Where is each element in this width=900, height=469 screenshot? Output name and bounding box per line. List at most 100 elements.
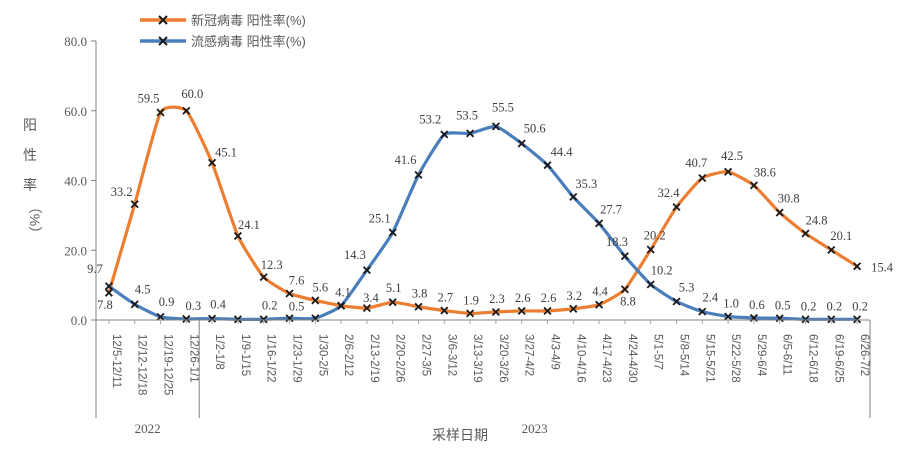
data-label-covid: 15.4 <box>871 260 894 274</box>
x-axis-category-label: 3/20-3/26 <box>497 334 509 383</box>
x-axis-category-label: 5/1-5/7 <box>652 334 664 370</box>
data-point-marker <box>672 297 681 306</box>
data-point-marker <box>259 273 268 282</box>
x-axis-category-label: 3/13-3/19 <box>471 334 483 383</box>
y-axis-title-char: 率 <box>23 177 37 193</box>
series-data-labels-flu: 9.7 4.5 0.9 0.3 0.4 0.2 0.5 14.3 25.1 41.6 53.2 53.… <box>87 100 868 313</box>
data-label-covid: 5.1 <box>386 281 402 295</box>
data-label-flu: 0.6 <box>749 298 765 312</box>
y-axis-title-char: （%） <box>27 200 43 240</box>
data-point-marker <box>104 288 113 297</box>
data-label-flu: 4.5 <box>135 282 151 296</box>
data-point-marker <box>208 314 217 323</box>
data-point-marker <box>569 304 578 313</box>
data-point-marker <box>362 266 371 275</box>
y-axis: 0.0 20.0 40.0 60.0 80.0 <box>64 34 97 328</box>
x-axis-category-label: 5/29-6/4 <box>755 334 767 377</box>
x-axis-category-label: 4/24-4/30 <box>626 334 638 383</box>
data-point-marker <box>827 315 836 324</box>
data-point-marker <box>130 300 139 309</box>
data-point-marker <box>388 298 397 307</box>
data-point-marker <box>801 315 810 324</box>
data-point-marker <box>646 280 655 289</box>
x-axis-category-label: 2/6-2/12 <box>342 334 354 376</box>
data-label-flu: 18.3 <box>606 235 628 249</box>
data-label-flu: 53.5 <box>456 108 478 122</box>
x-axis-category-label: 1/30-2/5 <box>316 334 328 376</box>
y-axis-title-char: 性 <box>23 147 37 163</box>
data-label-covid: 2.3 <box>489 292 505 306</box>
data-label-covid: 2.7 <box>437 291 453 305</box>
data-point-marker <box>311 296 320 305</box>
x-axis-category-label: 12/26-1/1 <box>187 334 199 383</box>
data-point-marker <box>208 158 217 167</box>
data-point-marker <box>362 304 371 313</box>
x-axis-category-label: 3/27-4/2 <box>523 334 535 376</box>
y-axis-title-char: 阳 <box>23 117 37 133</box>
data-point-marker <box>775 208 784 217</box>
data-point-marker <box>233 315 242 324</box>
legend-label: 新冠病毒 阳性率(%) <box>191 13 306 28</box>
data-label-covid: 59.5 <box>138 91 160 105</box>
x-axis-category-label: 2/13-2/19 <box>368 334 380 383</box>
data-point-marker <box>130 200 139 209</box>
data-label-flu: 9.7 <box>87 262 103 276</box>
data-label-flu: 5.3 <box>679 281 695 295</box>
data-point-marker <box>285 289 294 298</box>
y-axis-title: 阳性率 （%） <box>23 117 43 240</box>
series-markers-flu <box>104 122 862 324</box>
data-point-marker <box>749 181 758 190</box>
data-point-marker <box>724 312 733 321</box>
data-label-covid: 1.9 <box>463 293 479 307</box>
data-label-covid: 7.8 <box>97 298 113 312</box>
x-axis-category-label: 4/3-4/9 <box>549 334 561 370</box>
y-axis-tick-label: 0.0 <box>71 313 87 328</box>
chart-legend: 新冠病毒 阳性率(%) 流感病毒 阳性率(%) <box>140 13 306 49</box>
data-label-covid: 20.2 <box>644 229 666 243</box>
plot-area: 7.8 33.2 59.5 60.0 45.1 24.1 12.3 7.6 5.6 4.1 3.4 5… <box>87 87 894 324</box>
data-label-flu: 50.6 <box>524 122 546 136</box>
data-label-covid: 24.8 <box>806 214 828 228</box>
x-axis-category-label: 4/10-4/16 <box>574 334 586 383</box>
y-axis-tick-label: 20.0 <box>64 243 87 258</box>
data-point-marker <box>827 245 836 254</box>
data-label-covid: 7.6 <box>289 273 305 287</box>
data-label-flu: 25.1 <box>369 211 391 225</box>
data-label-covid: 42.5 <box>721 149 743 163</box>
data-point-marker <box>853 262 862 271</box>
data-point-marker <box>698 307 707 316</box>
data-point-marker <box>801 229 810 238</box>
data-point-marker <box>156 108 165 117</box>
x-axis-year-groups: 2022 2023 <box>95 320 871 436</box>
data-label-flu: 0.2 <box>801 299 817 313</box>
data-label-flu: 0.5 <box>289 299 305 313</box>
data-label-flu: 0.2 <box>826 299 842 313</box>
data-point-marker <box>182 106 191 115</box>
data-point-marker <box>672 202 681 212</box>
x-axis-category-label: 5/8-5/14 <box>678 334 690 377</box>
data-point-marker <box>388 228 397 237</box>
data-point-marker <box>620 285 629 294</box>
x-axis-category-label: 2/27-3/5 <box>420 334 432 376</box>
x-axis-category-label: 1/16-1/22 <box>265 334 277 383</box>
data-label-covid: 3.2 <box>566 289 582 303</box>
data-label-covid: 4.4 <box>592 285 608 299</box>
data-label-flu: 27.7 <box>600 202 622 216</box>
y-axis-tick-label: 80.0 <box>64 34 87 49</box>
data-label-covid: 4.1 <box>335 286 351 300</box>
data-point-marker <box>853 315 862 324</box>
x-axis-category-label: 3/6-3/12 <box>445 334 457 376</box>
data-point-marker <box>285 314 294 323</box>
data-point-marker <box>414 170 423 179</box>
data-label-covid: 45.1 <box>215 146 237 160</box>
data-point-marker <box>517 306 526 315</box>
data-label-covid: 12.3 <box>261 258 283 272</box>
x-axis-category-label: 5/15-5/21 <box>703 334 715 383</box>
data-point-marker <box>698 174 707 183</box>
data-label-flu: 53.2 <box>419 112 441 126</box>
y-axis-tick-label: 40.0 <box>64 174 87 189</box>
data-point-marker <box>569 192 578 201</box>
data-label-flu: 0.9 <box>159 295 175 309</box>
